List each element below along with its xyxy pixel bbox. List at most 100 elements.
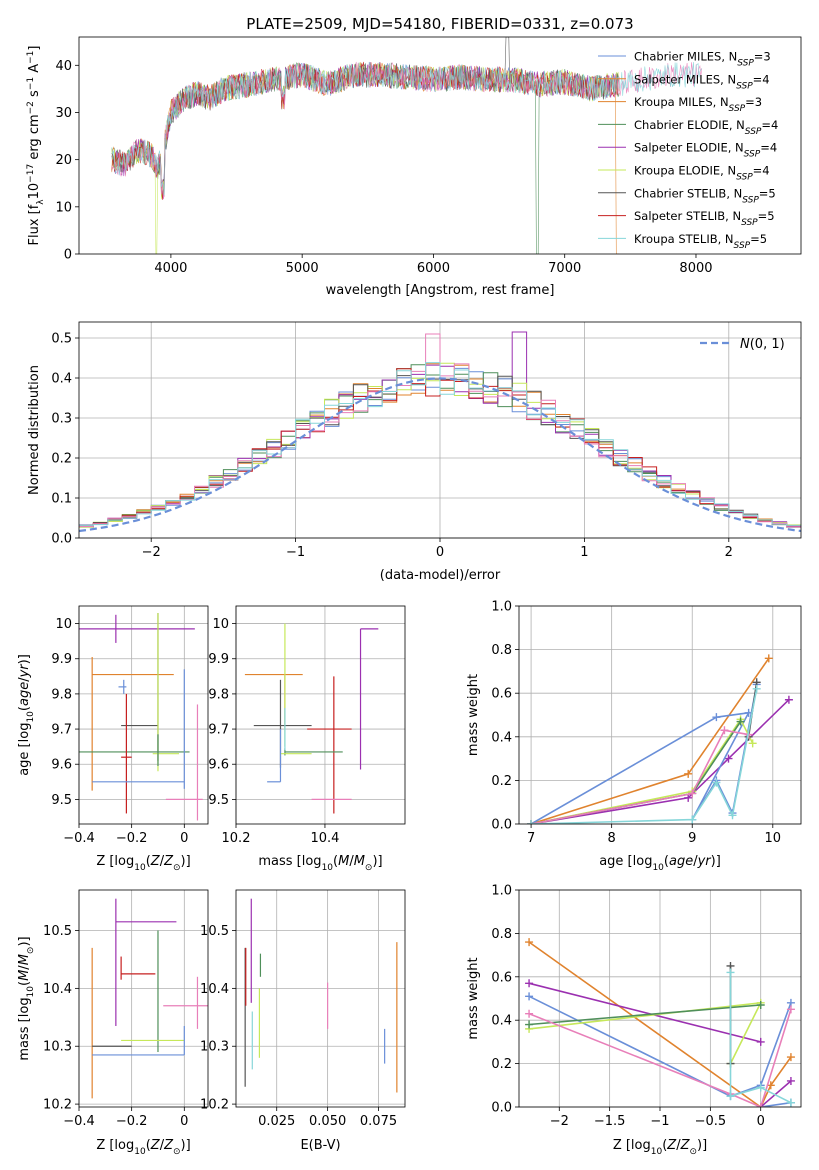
y-tick-label: 9.9 — [51, 652, 72, 667]
label-part: Z [log — [96, 1138, 134, 1153]
label-part: =4 — [753, 164, 770, 178]
y-tick-label: 10.2 — [43, 1098, 72, 1113]
weight-series — [527, 726, 753, 824]
label-part: (0, 1) — [750, 337, 785, 352]
weight-series — [527, 684, 761, 824]
errorbar-point — [152, 613, 180, 772]
axes-frame — [78, 889, 209, 1108]
label-part: Flux [f — [27, 204, 42, 245]
label-part: erg cm — [27, 114, 42, 163]
x-tick-label: 0.025 — [258, 1114, 295, 1129]
weight-marker — [525, 938, 534, 947]
label-part: yr — [17, 663, 32, 679]
label-part: 10 — [134, 1147, 146, 1157]
y-tick-label: 1.0 — [491, 600, 512, 615]
label-part: =5 — [758, 209, 775, 223]
label-part: Z — [163, 1138, 174, 1153]
label-part: SSP — [745, 127, 762, 137]
axes-frame — [78, 36, 802, 255]
weight-marker — [784, 695, 793, 704]
errorbar-point — [165, 704, 203, 821]
weight-series — [726, 968, 795, 1107]
y-tick-label: 9.8 — [51, 687, 72, 702]
y-tick-label: 0.2 — [491, 1057, 512, 1072]
label-part: Kroupa STELIB, N — [634, 232, 734, 246]
weight-marker — [756, 1103, 765, 1107]
label-part: 10 — [322, 863, 334, 873]
axes-weight-vs-Z: −2 −1.5 −1 −0.5 0 0.0 0.2 0.4 0.6 0.8 1.0 mass weig… — [466, 884, 802, 1157]
label-part: Chabrier MILES, N — [634, 50, 737, 64]
plot-area — [79, 331, 801, 533]
y-tick-label: 0.4 — [51, 372, 72, 387]
y-tick-label: 1.0 — [491, 884, 512, 899]
label-part: ( — [662, 1138, 667, 1153]
y-tick-label: 0.5 — [51, 332, 72, 347]
weight-marker — [712, 713, 721, 722]
x-axis-label: Z [log10(Z/Z⊙)] — [613, 1138, 707, 1157]
weight-marker — [748, 739, 757, 748]
y-tick-label: 0.4 — [491, 1014, 512, 1029]
label-part: =5 — [750, 232, 767, 246]
label-part: M — [17, 970, 32, 981]
x-tick-label: −0.5 — [695, 1114, 727, 1129]
label-part: / — [160, 854, 165, 869]
weight-series — [527, 715, 757, 824]
label-part: ⊙ — [365, 863, 373, 873]
y-tick-label: 10 — [55, 617, 72, 632]
errorbar-point — [163, 976, 208, 1029]
y-tick-label: 9.6 — [208, 758, 229, 773]
x-tick-label: −0.2 — [116, 1114, 148, 1129]
x-axis-label: wavelength [Angstrom, rest frame] — [326, 283, 555, 298]
weight-marker — [786, 1053, 795, 1062]
errorbar-point — [120, 956, 156, 980]
errorbar-point — [359, 628, 379, 770]
weight-marker — [720, 726, 729, 735]
weight-marker — [756, 1001, 765, 1010]
legend-entry: N(0, 1) — [740, 337, 785, 352]
weight-series — [525, 1001, 765, 1029]
legend-entry: Salpeter MILES, NSSP=4 — [634, 72, 770, 91]
x-tick-label: −1 — [286, 545, 305, 560]
x-tick-label: 0 — [436, 545, 444, 560]
y-axis-label: mass weight — [466, 674, 481, 756]
grid — [519, 605, 801, 825]
weight-marker — [728, 811, 737, 820]
x-tick-label: 2 — [725, 545, 733, 560]
x-tick-label: −2 — [142, 545, 161, 560]
label-part: / — [17, 965, 32, 970]
x-axis-label: Z [log10(Z/Z⊙)] — [96, 1138, 190, 1157]
x-tick-label: 7000 — [548, 261, 581, 276]
y-tick-label: 0.3 — [51, 412, 72, 427]
label-part: Z — [150, 1138, 161, 1153]
label-part: −17 — [26, 164, 36, 183]
label-part: M — [17, 954, 32, 965]
label-part: ⊙ — [173, 1147, 181, 1157]
errorbar-point — [115, 898, 177, 1026]
weight-marker — [724, 754, 733, 763]
label-part: )] — [697, 1138, 707, 1153]
label-part: =3 — [754, 50, 771, 64]
y-tick-label: 10.2 — [200, 1098, 229, 1113]
x-tick-label: 10.2 — [222, 831, 251, 846]
y-tick-label: 9.7 — [208, 723, 229, 738]
y-tick-label: 0.0 — [51, 532, 72, 547]
label-part: Salpeter ELODIE, N — [634, 141, 744, 155]
label-part: )] — [181, 854, 191, 869]
y-tick-label: 10.3 — [43, 1040, 72, 1055]
errorbar-point — [79, 734, 190, 766]
weight-line — [530, 729, 749, 824]
x-tick-label: −1.5 — [594, 1114, 626, 1129]
x-tick-label: −1 — [650, 1114, 669, 1129]
label-part: ⊙ — [173, 863, 181, 873]
y-tick-label: 10.4 — [200, 982, 229, 997]
label-part: SSP — [737, 59, 754, 69]
y-tick-label: 0.8 — [491, 643, 512, 658]
y-tick-label: 10 — [212, 617, 229, 632]
axes-frame — [235, 605, 406, 825]
grid — [78, 890, 208, 1107]
y-axis-label: age [log10(age/yr)] — [17, 654, 36, 776]
errorbar-point — [121, 693, 132, 814]
label-part: ⊙ — [689, 1147, 697, 1157]
grid — [519, 889, 801, 1108]
